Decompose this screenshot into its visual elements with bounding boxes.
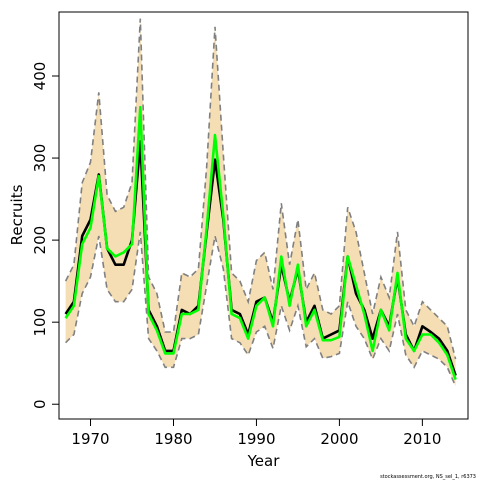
x-axis: 1970 1980 1990 2000 2010 <box>71 418 441 448</box>
x-tick-label: 2000 <box>320 430 358 448</box>
y-tick-label: 400 <box>31 62 49 91</box>
y-tick-label: 300 <box>31 144 49 173</box>
y-tick-label: 200 <box>31 226 49 255</box>
x-tick-label: 1990 <box>237 430 275 448</box>
x-axis-label: Year <box>247 452 281 470</box>
y-tick-label: 100 <box>31 308 49 337</box>
series-layer <box>64 105 457 381</box>
x-tick-label: 1980 <box>154 430 192 448</box>
y-axis: 0 100 200 300 400 <box>31 62 60 409</box>
y-tick-label: 0 <box>31 399 49 409</box>
lower-bound-line <box>65 231 457 387</box>
x-tick-label: 1970 <box>71 430 109 448</box>
series-line-2 <box>64 105 457 381</box>
upper-bound-line <box>64 18 457 360</box>
x-tick-label: 2010 <box>403 430 441 448</box>
confidence-band-layer <box>64 18 457 387</box>
y-axis-label: Recruits <box>8 184 26 245</box>
footnote: stockassessment.org, NS_sel_1, r6373 <box>380 474 476 480</box>
confidence-band <box>65 18 456 387</box>
